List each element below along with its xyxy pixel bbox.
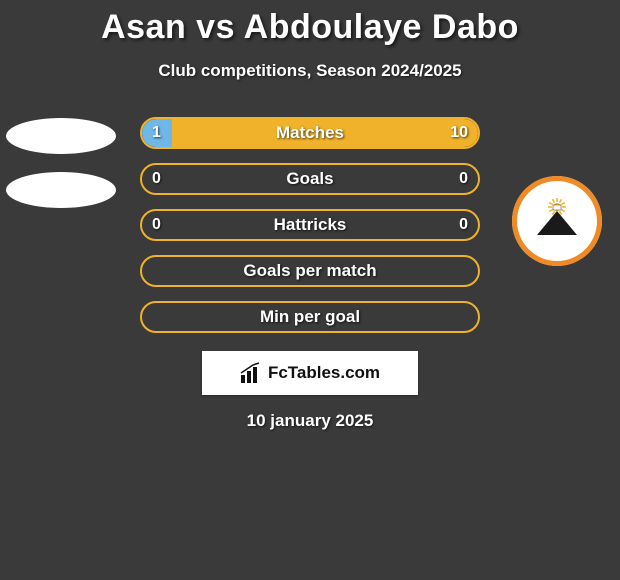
date-label: 10 january 2025 [0,411,620,431]
left-player-badge-1 [6,172,116,208]
stat-row-goals: 0Goals0 [140,163,480,195]
stat-value-right: 0 [459,170,468,188]
stat-row-hattricks: 0Hattricks0 [140,209,480,241]
stat-row-matches: 1Matches10 [140,117,480,149]
page-title: Asan vs Abdoulaye Dabo [0,0,620,47]
right-club-badge [512,176,602,266]
left-player-badge-0 [6,118,116,154]
stat-row-goals-per-match: Goals per match [140,255,480,287]
stat-row-min-per-goal: Min per goal [140,301,480,333]
adanaspor-logo-icon [525,189,589,253]
club-badge-inner [525,189,589,253]
fctables-label: FcTables.com [268,363,380,383]
fctables-branding: FcTables.com [202,351,418,395]
stat-value-right: 0 [459,216,468,234]
stat-label: Goals [142,169,478,189]
stat-label: Goals per match [142,261,478,281]
stat-label: Hattricks [142,215,478,235]
bar-chart-icon [240,362,262,384]
stat-value-right: 10 [450,124,468,142]
stat-label: Matches [142,123,478,143]
subtitle: Club competitions, Season 2024/2025 [0,61,620,81]
stat-label: Min per goal [142,307,478,327]
